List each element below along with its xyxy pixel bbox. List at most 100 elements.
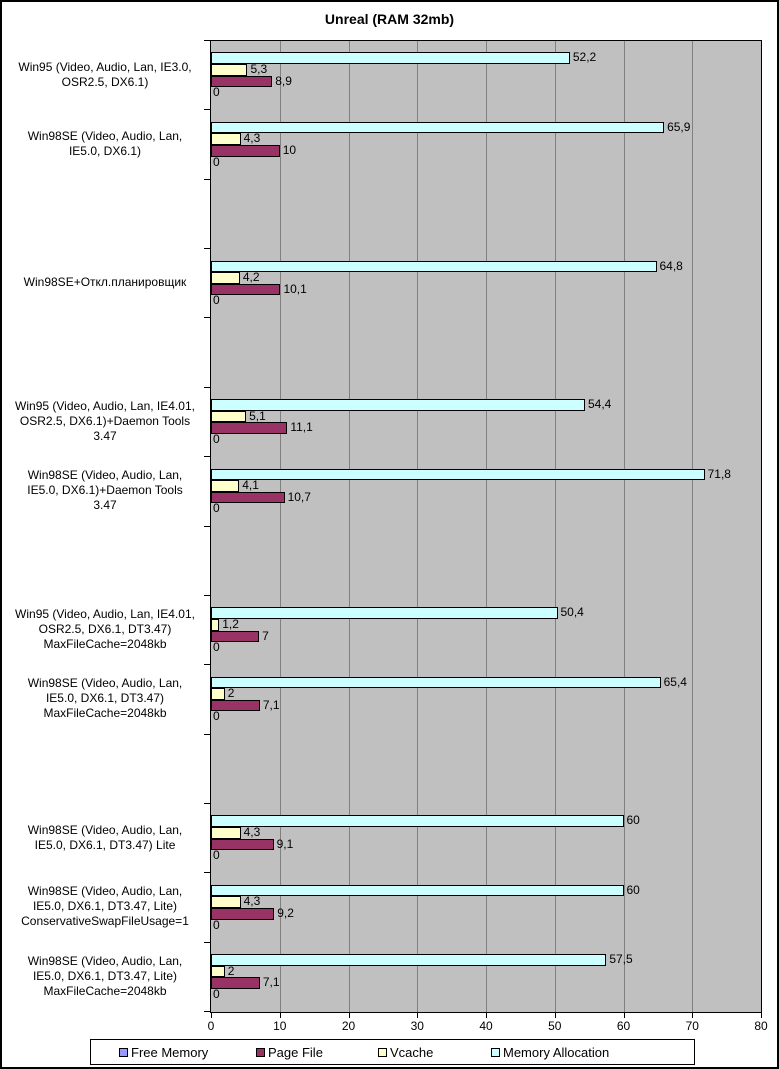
value-label-page-file: 7,1 [262, 975, 280, 990]
value-axis-label: 30 [410, 1019, 424, 1033]
value-label-vcache: 5,3 [250, 62, 268, 77]
value-axis-tick [692, 1013, 694, 1018]
category-axis-tick [204, 526, 210, 527]
value-label-vcache: 1,2 [222, 616, 239, 631]
bar-vcache [211, 827, 241, 839]
value-axis-tick [554, 1013, 556, 1018]
category-axis-tick [204, 248, 210, 249]
bar-memory-allocation [211, 121, 665, 134]
value-label-page-file: 10 [282, 143, 297, 158]
value-axis-tick [486, 1013, 487, 1018]
category-label-line: Win98SE (Video, Audio, Lan, [27, 129, 183, 144]
value-axis-tick [623, 1013, 625, 1018]
value-axis-label: 80 [754, 1019, 768, 1033]
value-label-free-memory: 0 [213, 640, 220, 655]
value-label-page-file: 7 [262, 628, 269, 643]
category-label: Win98SE (Video, Audio, Lan, IE5.0, DX6.1)… [4, 456, 206, 525]
value-label-memory-allocation: 52,2 [572, 50, 597, 65]
category-axis-tick [204, 664, 210, 665]
bar-page-file [211, 699, 260, 712]
bar-page-file [211, 422, 288, 435]
legend-swatch-vcache [378, 1047, 387, 1057]
category-label-line: Win98SE+Откл.планировщик [23, 275, 187, 290]
value-label-memory-allocation: 65,9 [667, 119, 691, 134]
gridline-40 [486, 41, 487, 1012]
value-label-vcache: 4,2 [242, 270, 260, 285]
value-label-free-memory: 0 [213, 501, 220, 516]
bar-memory-allocation [211, 52, 570, 65]
value-label-vcache: 5,1 [249, 408, 266, 423]
bar-vcache [211, 618, 220, 631]
category-label-line: ConservativeSwapFileUsage=1 [21, 914, 189, 929]
category-label-line: MaxFileCache=2048kb [43, 637, 167, 652]
category-axis-tick [204, 595, 210, 596]
bar-vcache [211, 272, 240, 284]
category-label-line: Win98SE (Video, Audio, Lan, [27, 822, 183, 837]
value-label-vcache: 2 [227, 686, 235, 701]
bar-page-file [211, 491, 285, 504]
legend-swatch-free-memory [119, 1047, 128, 1057]
value-label-free-memory: 0 [213, 85, 220, 100]
category-label-line: Win98SE (Video, Audio, Lan, [27, 468, 183, 483]
category-label: Win95 (Video, Audio, Lan, IE4.01, OSR2.5,… [4, 387, 206, 456]
legend-label: Memory Allocation [503, 1044, 610, 1060]
chart-title: Unreal (RAM 32mb) [324, 11, 455, 27]
category-label-line: OSR2.5, DX6.1, DT3.47) [38, 622, 172, 637]
category-axis-tick [204, 40, 210, 41]
value-label-page-file: 8,9 [275, 73, 292, 88]
category-label-line: MaxFileCache=2048kb [43, 983, 167, 998]
value-label-memory-allocation: 60 [626, 813, 640, 828]
bar-memory-allocation [211, 815, 624, 827]
value-label-free-memory: 0 [213, 848, 220, 863]
category-label-line: Win95 (Video, Audio, Lan, IE4.01, [15, 607, 195, 622]
category-axis-tick [204, 872, 210, 873]
value-label-vcache: 2 [227, 963, 235, 978]
value-axis-label: 10 [273, 1019, 287, 1033]
bar-memory-allocation [211, 260, 657, 273]
category-label-line: IE5.0, DX6.1, DT3.47) [45, 691, 165, 706]
bar-memory-allocation [211, 468, 705, 481]
bar-page-file [211, 630, 260, 643]
value-label-page-file: 10,1 [283, 281, 307, 296]
value-label-memory-allocation: 60 [626, 882, 640, 897]
bar-page-file [211, 907, 275, 920]
category-label-line: MaxFileCache=2048kb [43, 706, 167, 721]
value-label-vcache: 4,3 [243, 825, 261, 839]
bar-vcache [211, 64, 248, 76]
bar-vcache [211, 480, 240, 492]
bar-page-file [211, 977, 260, 989]
bar-vcache [211, 965, 225, 978]
category-axis-tick [204, 456, 210, 457]
value-label-free-memory: 0 [213, 154, 220, 169]
category-label: Win98SE (Video, Audio, Lan, IE5.0, DX6.1,… [4, 803, 206, 872]
bar-page-file [211, 838, 274, 851]
value-label-page-file: 9,1 [276, 836, 294, 851]
category-label-line: Win98SE (Video, Audio, Lan, [27, 676, 183, 691]
bar-memory-allocation [211, 607, 558, 619]
value-label-memory-allocation: 50,4 [560, 605, 584, 620]
category-label: Win98SE (Video, Audio, Lan, IE5.0, DX6.1) [4, 109, 206, 178]
value-axis-label: 20 [341, 1019, 356, 1033]
category-axis-tick [204, 109, 210, 110]
category-label-line: Win98SE (Video, Audio, Lan, [27, 884, 183, 899]
value-label-free-memory: 0 [213, 709, 220, 724]
legend-item-memory-allocation: Memory Allocation [491, 1040, 609, 1064]
gridline-20 [348, 41, 350, 1012]
bar-page-file [211, 145, 280, 157]
value-label-memory-allocation: 57,5 [609, 952, 633, 967]
value-label-free-memory: 0 [213, 293, 220, 308]
legend: Free Memory Page File Vcache Memory Allocat… [90, 1039, 695, 1065]
value-axis-label: 70 [685, 1019, 699, 1033]
value-label-memory-allocation: 64,8 [659, 258, 683, 273]
category-label-line: IE5.0, DX6.1, DT3.47) Lite [34, 837, 176, 852]
category-axis-tick [204, 1011, 210, 1012]
bar-memory-allocation [211, 676, 661, 689]
value-label-vcache: 4,3 [243, 131, 261, 146]
category-label-line: IE5.0, DX6.1, DT3.47, Lite) [32, 968, 178, 983]
category-label-line: 3.47 [93, 428, 117, 443]
bar-vcache [211, 688, 225, 700]
category-label-line: Win95 (Video, Audio, Lan, IE4.01, [15, 398, 195, 413]
gridline-30 [417, 41, 419, 1012]
gridline-50 [554, 41, 556, 1012]
